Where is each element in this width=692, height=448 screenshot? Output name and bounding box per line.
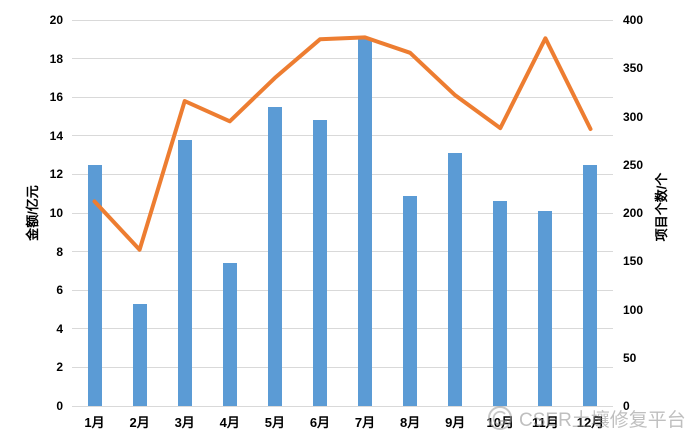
x-axis-tick-label-5月: 5月 — [264, 415, 285, 430]
bar-9月 — [448, 153, 463, 406]
right-axis-tick-label: 200 — [623, 206, 644, 220]
gridline — [72, 366, 613, 368]
right-axis-tick-label: 0 — [623, 399, 630, 413]
bar-4月 — [222, 263, 237, 406]
x-axis-tick-label-3月: 3月 — [174, 415, 195, 430]
bar-3月 — [177, 139, 192, 406]
x-axis-tick-label-7月: 7月 — [354, 415, 376, 430]
x-axis-tick-label-10月: 10月 — [486, 415, 515, 430]
gridline — [72, 96, 613, 98]
left-axis-tick-label: 10 — [49, 206, 63, 220]
bar-1月 — [87, 164, 102, 406]
x-axis-tick-label-2月: 2月 — [129, 415, 150, 430]
left-axis-tick-label: 16 — [49, 90, 63, 105]
line-path — [92, 35, 593, 252]
right-axis-tick-label: 350 — [623, 61, 644, 76]
left-axis-tick-label: 4 — [56, 321, 63, 336]
gridline — [72, 135, 613, 137]
right-axis-tick-label: 400 — [623, 13, 644, 27]
gridline — [72, 405, 613, 407]
bar-10月 — [493, 201, 508, 406]
left-axis-tick-label: 0 — [56, 399, 63, 413]
left-axis-tick-label: 2 — [56, 360, 63, 375]
gridline — [72, 58, 613, 60]
right-axis-tick-label: 50 — [623, 350, 637, 365]
bar-11月 — [538, 211, 553, 406]
bar-7月 — [358, 39, 373, 406]
x-axis-tick-label-11月: 11月 — [532, 415, 559, 430]
gridline — [72, 19, 613, 21]
right-axis-tick-label: 150 — [623, 254, 644, 269]
bar-6月 — [312, 120, 327, 406]
gridline — [72, 251, 613, 253]
right-axis-tick-label: 100 — [623, 302, 644, 317]
gridline — [72, 328, 613, 330]
plot-area — [72, 19, 613, 407]
left-axis-tick-label: 20 — [49, 13, 63, 27]
left-axis-tick-label: 8 — [56, 244, 63, 259]
gridline — [72, 173, 613, 175]
left-axis-tick-label: 18 — [49, 51, 63, 66]
bar-12月 — [583, 164, 598, 406]
gridline — [72, 289, 613, 291]
bar-2月 — [132, 303, 147, 406]
bar-5月 — [267, 106, 282, 406]
x-axis-tick-label-9月: 9月 — [445, 415, 466, 430]
x-axis-tick-label-12月: 12月 — [576, 415, 605, 430]
bar-8月 — [403, 195, 418, 406]
x-axis-tick-label-4月: 4月 — [219, 415, 240, 430]
right-axis-tick-label: 300 — [623, 109, 644, 124]
gridline — [72, 212, 613, 214]
left-axis-tick-label: 6 — [56, 283, 63, 298]
left-axis-tick-label: 12 — [49, 167, 63, 182]
line-series — [92, 35, 593, 252]
x-axis-tick-label-8月: 8月 — [400, 415, 421, 430]
x-axis-tick-label-6月: 6月 — [309, 415, 331, 430]
right-axis-tick-label: 250 — [623, 157, 644, 172]
x-axis-tick-label-1月: 1月 — [84, 415, 105, 430]
left-axis-tick-label: 14 — [49, 128, 63, 143]
